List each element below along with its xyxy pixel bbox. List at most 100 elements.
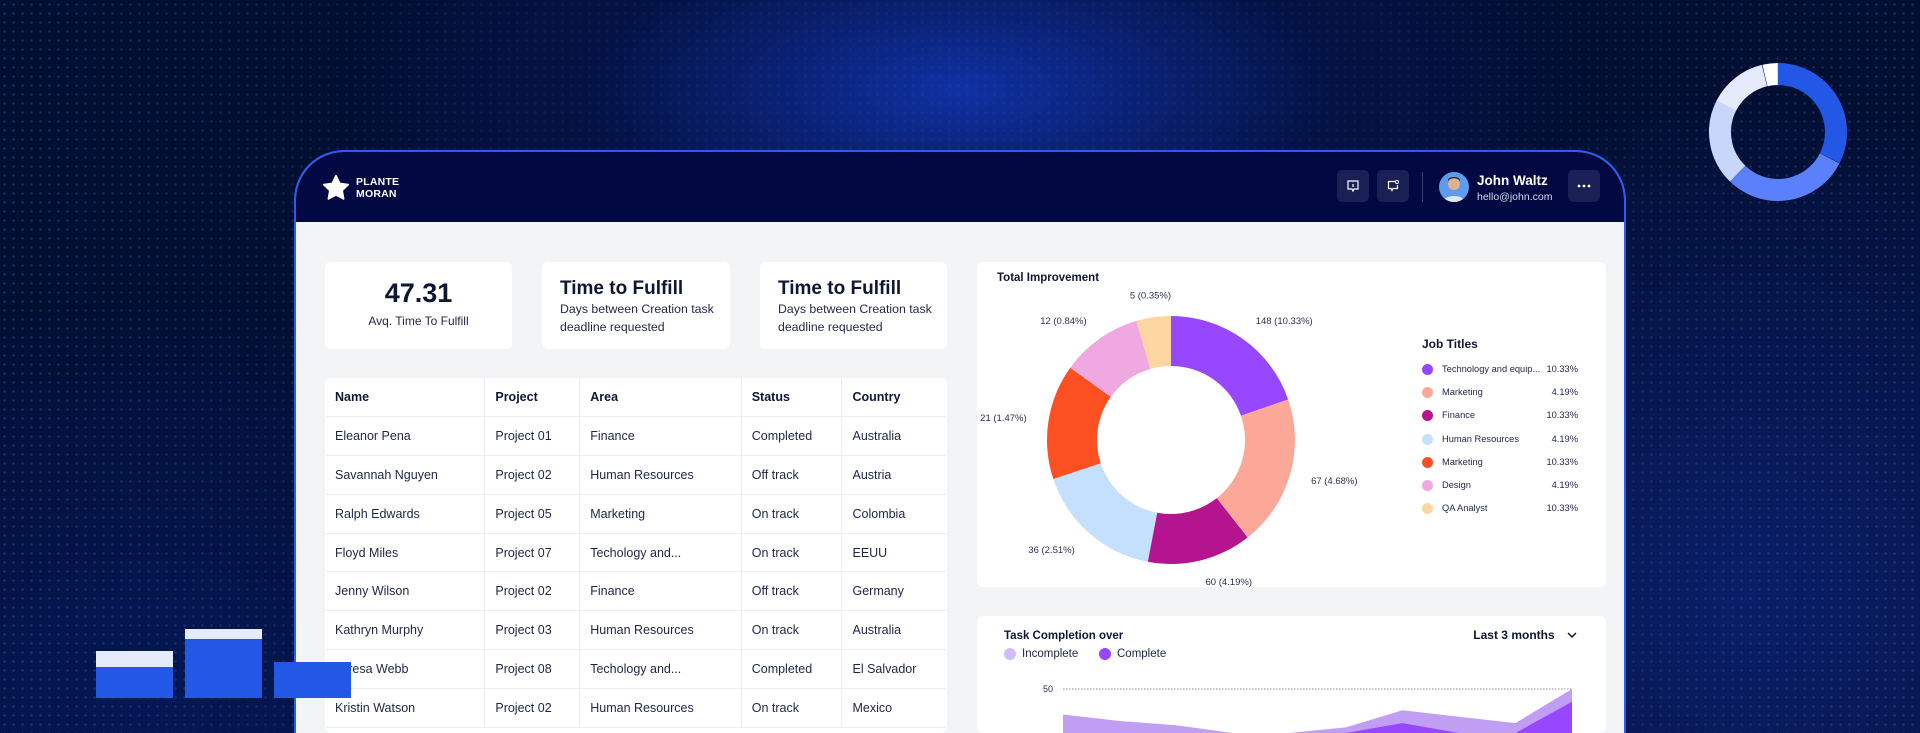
kpi-card-time-to-fulfill-2: Time to Fulfill Days between Creation ta… — [760, 262, 947, 349]
projects-table: Name Project Area Status Country Eleanor… — [325, 378, 947, 733]
chart-title: Total Improvement — [997, 272, 1100, 284]
area-series-incomplete[interactable] — [1063, 689, 1572, 733]
range-dropdown-value: Last 3 months — [1473, 628, 1555, 642]
cell-status: On track — [741, 494, 843, 534]
legend-title: Job Titles — [1422, 337, 1478, 351]
legend-item-complete[interactable]: Complete — [1099, 648, 1166, 660]
legend-label: Incomplete — [1022, 648, 1079, 660]
info-button[interactable] — [1337, 170, 1369, 202]
table-header-row: Name Project Area Status Country — [325, 378, 947, 418]
cell-country: Germany — [841, 571, 947, 612]
legend-label: Finance — [1442, 410, 1476, 421]
cell-country: Mexico — [841, 688, 947, 728]
column-header-country[interactable]: Country — [841, 378, 947, 418]
donut-slice[interactable] — [1047, 367, 1111, 480]
table-row[interactable]: Teresa Webb Project 08 Techology and... Com… — [325, 649, 947, 689]
legend-value: 10.33% — [1546, 503, 1578, 514]
legend-value: 4.19% — [1551, 387, 1578, 398]
brand-logo[interactable]: PLANTE MORAN — [322, 174, 399, 202]
cell-project: Project 02 — [484, 455, 581, 495]
cell-project: Project 08 — [484, 649, 581, 689]
cell-project: Project 03 — [484, 610, 581, 651]
table-row[interactable]: Kathryn Murphy Project 03 Human Resources O… — [325, 610, 947, 651]
app-window: PLANTE MORAN John Waltz hello@john.com 47… — [294, 150, 1626, 733]
column-header-project[interactable]: Project — [484, 378, 581, 418]
cell-name: Floyd Miles — [325, 533, 486, 573]
legend-item[interactable]: QA Analyst 10.33% — [1422, 501, 1578, 515]
column-header-status[interactable]: Status — [741, 378, 843, 418]
legend-item[interactable]: Finance 10.33% — [1422, 408, 1578, 422]
cell-project: Project 05 — [484, 494, 581, 534]
legend-item-incomplete[interactable]: Incomplete — [1004, 648, 1078, 660]
cell-status: Off track — [741, 571, 843, 612]
table-row[interactable]: Eleanor Pena Project 01 Finance Completed Au… — [325, 416, 947, 457]
range-dropdown[interactable]: Last 3 months — [1473, 628, 1578, 642]
donut-slice[interactable] — [1147, 498, 1248, 564]
legend-item[interactable]: Design 4.19% — [1422, 478, 1578, 492]
column-header-area[interactable]: Area — [579, 378, 742, 418]
slice-data-label: 148 (10.33%) — [1256, 316, 1313, 327]
table-row[interactable]: Kristin Watson Project 02 Human Resources O… — [325, 688, 947, 728]
legend-item[interactable]: Marketing 10.33% — [1422, 455, 1578, 469]
legend-label: Complete — [1117, 648, 1167, 660]
y-tick-label: 50 — [1043, 684, 1053, 694]
donut-slice[interactable] — [1216, 399, 1295, 538]
cell-name: Jenny Wilson — [325, 571, 486, 612]
table-row[interactable]: Floyd Miles Project 07 Techology and... On … — [325, 533, 947, 573]
cell-country: Austria — [841, 455, 947, 495]
legend-dot-icon — [1422, 364, 1433, 375]
donut-slice[interactable] — [1070, 320, 1151, 397]
cell-name: Ralph Edwards — [325, 494, 486, 534]
legend-label: Marketing — [1442, 387, 1483, 398]
kpi-card-time-to-fulfill: Time to Fulfill Days between Creation ta… — [542, 262, 730, 349]
user-avatar-icon — [1443, 177, 1465, 202]
column-header-name[interactable]: Name — [325, 378, 486, 418]
area-chart: 50 — [1043, 684, 1572, 733]
kpi-title: Time to Fulfill — [778, 278, 902, 299]
table-row[interactable]: Savannah Nguyen Project 02 Human Resources… — [325, 455, 947, 495]
cell-country: Colombia — [841, 494, 947, 534]
cell-country: EEUU — [841, 533, 947, 573]
slice-data-label: 5 (0.35%) — [1130, 290, 1171, 301]
donut-slice[interactable] — [1136, 316, 1171, 369]
table-row[interactable]: Ralph Edwards Project 05 Marketing On track… — [325, 494, 947, 534]
slice-data-label: 21 (1.47%) — [980, 413, 1026, 424]
cell-project: Project 07 — [484, 533, 581, 573]
legend-dot-icon — [1422, 456, 1433, 468]
legend-dot-icon — [1004, 648, 1016, 660]
cell-name: Teresa Webb — [325, 649, 486, 689]
slice-data-label: 60 (4.19%) — [1206, 577, 1252, 587]
legend-value: 4.19% — [1551, 433, 1578, 444]
cell-status: Completed — [741, 649, 843, 689]
legend-label: QA Analyst — [1442, 503, 1488, 514]
legend-item[interactable]: Marketing 4.19% — [1422, 385, 1578, 399]
decorative-bar-icon — [185, 629, 262, 698]
donut-slice[interactable] — [1053, 463, 1158, 562]
avatar[interactable] — [1439, 172, 1469, 202]
cell-name: Eleanor Pena — [325, 416, 486, 457]
cell-name: Kathryn Murphy — [325, 610, 486, 651]
kpi-subtitle: Days between Creation task deadline requ… — [778, 302, 932, 334]
more-options-button[interactable] — [1568, 170, 1600, 202]
legend-label: Design — [1442, 480, 1471, 490]
legend-item[interactable]: Human Resources 4.19% — [1422, 432, 1578, 446]
legend-label: Technology and equip... — [1442, 364, 1541, 374]
legend-value: 10.33% — [1546, 364, 1578, 374]
table-row[interactable]: Jenny Wilson Project 02 Finance Off track Ge… — [325, 571, 947, 612]
star-logo-icon — [322, 174, 350, 200]
cell-area: Techology and... — [579, 649, 742, 689]
legend-dot-icon — [1422, 387, 1433, 399]
legend-dot-icon — [1422, 433, 1433, 445]
cell-status: On track — [741, 610, 843, 651]
cell-status: Completed — [741, 416, 843, 457]
brand-name-line2: MORAN — [356, 188, 397, 200]
chart-title: Task Completion over — [1004, 630, 1124, 642]
legend-dot-icon — [1422, 410, 1433, 422]
cell-area: Human Resources — [579, 688, 742, 728]
slice-data-label: 67 (4.68%) — [1311, 476, 1357, 487]
decorative-donut-icon — [1709, 63, 1847, 201]
cell-area: Finance — [579, 571, 742, 612]
messages-button[interactable] — [1377, 170, 1409, 202]
donut-slice[interactable] — [1171, 316, 1289, 416]
legend-item[interactable]: Technology and equip... 10.33% — [1422, 362, 1578, 376]
